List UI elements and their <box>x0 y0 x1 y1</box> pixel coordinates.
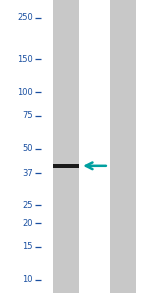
Text: 75: 75 <box>22 111 33 120</box>
Text: 25: 25 <box>22 201 33 209</box>
Bar <box>110 0 136 293</box>
Text: 20: 20 <box>22 219 33 228</box>
Text: 100: 100 <box>17 88 33 97</box>
Text: 10: 10 <box>22 275 33 284</box>
Bar <box>53 0 79 293</box>
Text: 15: 15 <box>22 242 33 251</box>
Text: 50: 50 <box>22 144 33 153</box>
Bar <box>53 164 79 168</box>
Text: 250: 250 <box>17 13 33 22</box>
Text: 150: 150 <box>17 54 33 64</box>
Text: 37: 37 <box>22 169 33 178</box>
